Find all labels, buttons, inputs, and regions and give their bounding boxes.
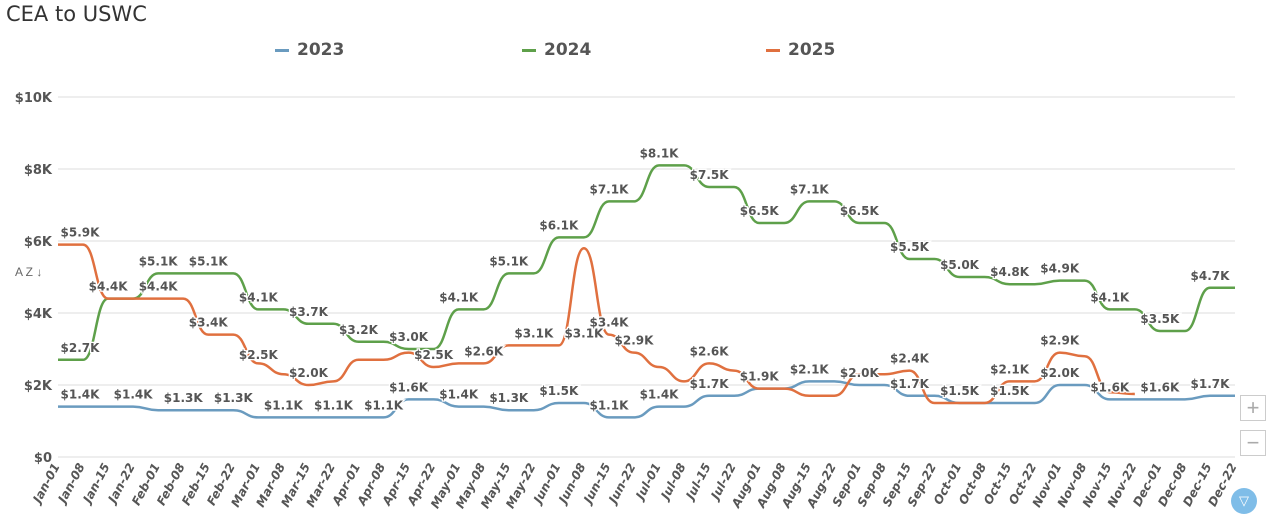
data-label: $4.1K [1090,290,1130,304]
data-label: $4.1K [439,290,479,304]
data-label: $3.1K [514,326,554,340]
series-line-2024 [57,164,1235,362]
data-label: $6.5K [740,204,780,218]
sort-az-icon[interactable]: A Z ↓ [15,265,43,279]
data-label: $1.5K [539,384,579,398]
data-label: $3.4K [189,316,229,330]
data-label: $8.1K [640,146,680,160]
data-label: $3.1K [564,326,604,340]
chart-title: CEA to USWC [6,2,147,26]
legend-item-2023[interactable]: 2023 [275,40,344,60]
data-label: $4.4K [89,280,129,294]
data-label: $4.1K [239,290,279,304]
y-tick-label: $10K [15,91,53,106]
y-tick-label: $0 [34,451,52,466]
data-label: $3.5K [1140,312,1180,326]
data-label: $2.9K [1040,334,1080,348]
data-label: $2.0K [1040,366,1080,380]
data-label: $6.5K [840,204,880,218]
data-label: $5.5K [890,240,930,254]
series-line-2025 [58,243,1135,405]
data-label: $1.7K [690,377,730,391]
data-label: $1.4K [61,388,101,402]
legend-swatch [766,48,780,52]
legend-item-2025[interactable]: 2025 [766,40,835,60]
data-label: $1.4K [439,388,479,402]
legend-swatch [522,48,536,52]
data-label: $1.9K [740,370,780,384]
data-label: $7.1K [589,182,629,196]
data-label: $2.0K [289,366,329,380]
data-label: $4.8K [990,265,1030,279]
data-label: $2.1K [990,362,1030,376]
data-label: $6.1K [539,218,579,232]
data-label: $2.6K [690,344,730,358]
data-label: $1.1K [364,398,404,412]
data-label: $4.7K [1191,269,1231,283]
data-label: $5.9K [61,226,101,240]
data-label: $7.5K [690,168,730,182]
data-label: $1.4K [114,388,154,402]
y-tick-label: $6K [24,235,53,250]
data-label: $2.5K [239,348,279,362]
data-label: $1.6K [1090,380,1130,394]
y-tick-label: $2K [24,379,53,394]
data-label: $2.9K [615,334,655,348]
data-label: $1.7K [890,377,930,391]
data-label: $5.0K [940,258,980,272]
y-tick-label: $4K [24,307,53,322]
data-label: $1.6K [1140,380,1180,394]
filter-icon[interactable]: ▽ [1231,488,1257,514]
legend-label: 2024 [544,40,592,60]
y-tick-label: $8K [24,163,53,178]
data-label: $3.4K [589,316,629,330]
data-label: $2.4K [890,352,930,366]
data-label: $5.1K [489,254,529,268]
data-label: $1.3K [214,391,254,405]
data-label: $2.6K [464,344,504,358]
data-label: $7.1K [790,182,830,196]
data-label: $2.0K [840,366,880,380]
data-label: $2.5K [414,348,454,362]
data-label: $4.4K [139,280,179,294]
series-line-2023 [58,380,1235,419]
legend-item-2024[interactable]: 2024 [522,40,591,60]
data-label: $2.1K [790,362,830,376]
legend-swatch [275,48,289,52]
data-label: $1.1K [264,398,304,412]
data-label: $1.3K [164,391,204,405]
data-label: $3.7K [289,305,329,319]
data-label: $4.9K [1040,262,1080,276]
data-label: $5.1K [139,254,179,268]
data-label: $2.7K [61,341,101,355]
data-label: $1.6K [389,380,429,394]
data-label: $1.5K [990,384,1030,398]
legend-label: 2023 [297,40,345,60]
data-label: $1.5K [940,384,980,398]
data-label: $1.4K [640,388,680,402]
zoom-out-button[interactable]: − [1240,430,1266,456]
data-label: $1.1K [589,398,629,412]
legend-label: 2025 [788,40,836,60]
data-label: $3.0K [389,330,429,344]
data-label: $1.3K [489,391,529,405]
data-label: $5.1K [189,254,229,268]
data-label: $3.2K [339,323,379,337]
data-label: $1.1K [314,398,354,412]
zoom-in-button[interactable]: + [1240,395,1266,421]
data-label: $1.7K [1191,377,1231,391]
